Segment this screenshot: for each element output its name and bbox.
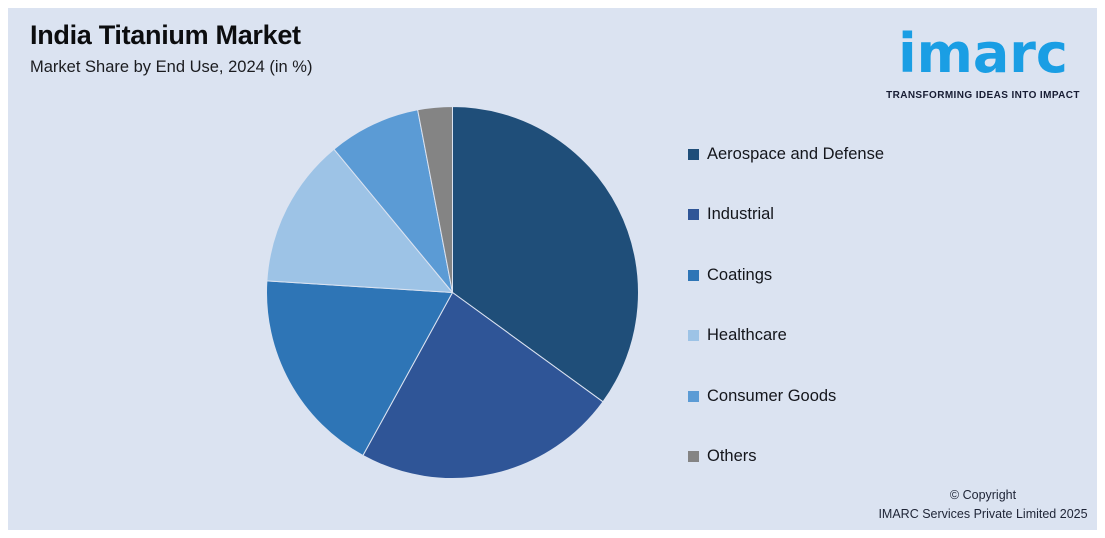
- pie-slice-others: [417, 105, 453, 293]
- pie-slice-aerospace-and-defense: [452, 106, 639, 403]
- page-subtitle: Market Share by End Use, 2024 (in %): [30, 58, 313, 76]
- legend-swatch-icon: [688, 148, 699, 160]
- legend-label: Consumer Goods: [707, 386, 837, 405]
- legend-label: Aerospace and Defense: [707, 144, 885, 163]
- imarc-wordmark: imarc: [898, 22, 1068, 85]
- legend-item-others: Others: [688, 446, 884, 468]
- legend-swatch-icon: [688, 269, 699, 281]
- imarc-logo: imarc TRANSFORMING IDEAS INTO IMPACT: [875, 12, 1091, 101]
- copyright-line1: © Copyright: [949, 488, 1017, 502]
- pie-chart: [266, 105, 639, 479]
- legend-label: Others: [707, 447, 757, 465]
- pie-slice-industrial: [362, 292, 604, 479]
- legend-item-industrial: Industrial: [688, 204, 884, 226]
- legend-item-consumer-goods: Consumer Goods: [688, 385, 884, 407]
- legend-swatch-icon: [688, 209, 699, 220]
- legend-label: Coatings: [707, 265, 773, 284]
- legend-swatch-icon: [688, 390, 699, 402]
- legend-label: Healthcare: [707, 326, 787, 344]
- legend-item-healthcare: Healthcare: [688, 325, 884, 347]
- legend-swatch-icon: [688, 330, 699, 341]
- legend-item-aerospace-and-defense: Aerospace and Defense: [688, 143, 884, 165]
- copyright-line2: IMARC Services Private Limited 2025: [878, 507, 1088, 522]
- chart-panel: India Titanium Market Market Share by En…: [8, 8, 1097, 530]
- chart-legend: Aerospace and Defense Industrial Coatings H…: [688, 143, 884, 506]
- page-title: India Titanium Market: [30, 20, 301, 50]
- pie-slice-consumer-goods: [333, 109, 453, 293]
- legend-label: Industrial: [707, 205, 774, 223]
- copyright: © Copyright IMARC Services Private Limit…: [877, 486, 1089, 525]
- legend-item-coatings: Coatings: [688, 264, 884, 286]
- pie-slice-healthcare: [266, 148, 453, 293]
- imarc-tagline: TRANSFORMING IDEAS INTO IMPACT: [886, 89, 1080, 101]
- pie-slice-coatings: [266, 280, 453, 456]
- legend-swatch-icon: [688, 451, 699, 462]
